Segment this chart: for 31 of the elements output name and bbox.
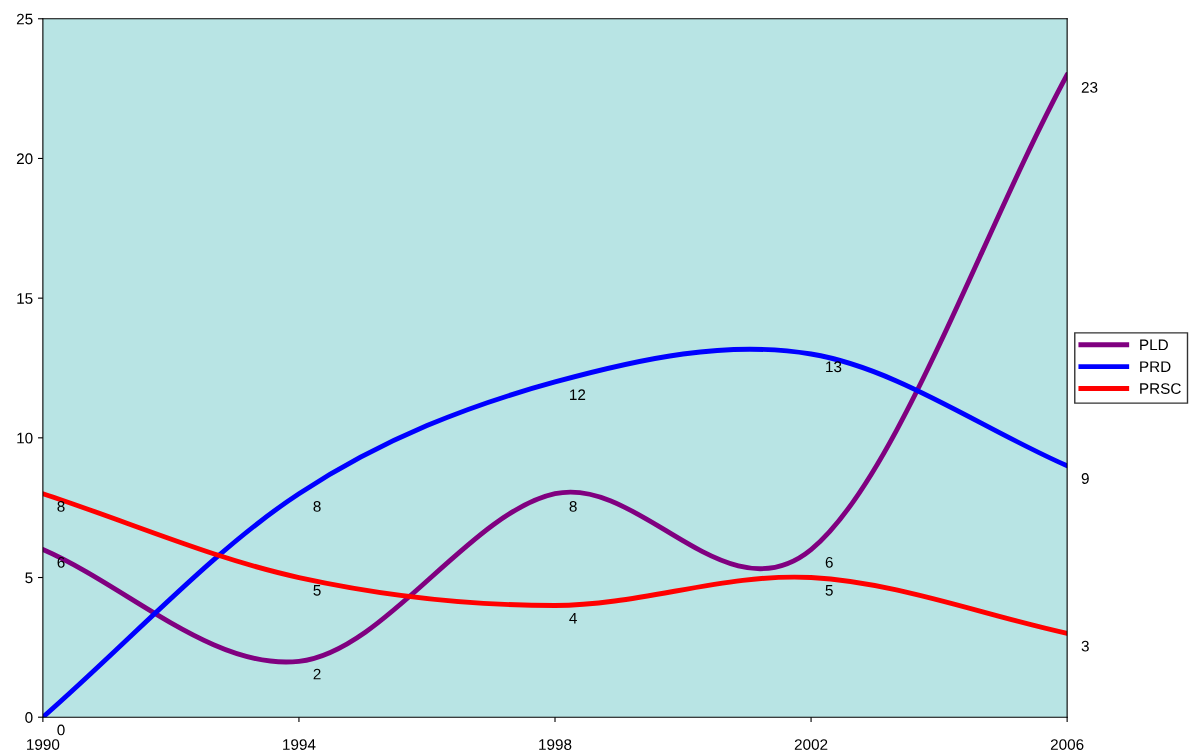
data-label: 12	[570, 389, 586, 400]
x-tick-label: 1998	[539, 739, 572, 750]
y-tick-label: 20	[16, 153, 33, 165]
data-label: 6	[57, 556, 65, 568]
data-label: 8	[569, 501, 577, 512]
x-tick-label: 1990	[27, 739, 60, 750]
line-series	[42, 72, 1068, 665]
data-label: 6	[825, 556, 833, 568]
data-label: 8	[313, 501, 321, 512]
y-tick-label: 25	[16, 13, 33, 25]
y-tick-label: 5	[25, 572, 33, 584]
data-label: 8	[57, 501, 65, 512]
x-tick-label: 2002	[794, 739, 828, 750]
x-tick-label: 2006	[1050, 739, 1084, 750]
data-label: 0	[57, 724, 65, 736]
data-label: 23	[1081, 82, 1098, 93]
data-label: 3	[1081, 640, 1089, 652]
y-tick-label: 0	[25, 712, 33, 723]
line-series	[42, 491, 1068, 636]
legend-label: PRD	[1140, 361, 1171, 372]
y-tick-label: 10	[17, 432, 33, 444]
legend-label: PLD	[1140, 339, 1168, 351]
data-label: 9	[1081, 473, 1089, 484]
x-tick-label: 1994	[283, 739, 316, 750]
legend-label: PRSC	[1140, 383, 1181, 394]
data-label: 4	[569, 612, 577, 624]
data-label: 2	[313, 668, 321, 680]
data-label: 13	[826, 361, 842, 373]
data-label: 5	[825, 585, 833, 596]
data-label: 5	[313, 585, 321, 596]
y-tick-label: 15	[17, 293, 33, 304]
